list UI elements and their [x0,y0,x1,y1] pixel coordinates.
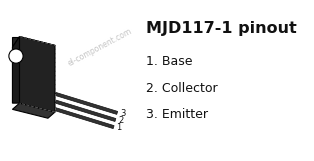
Polygon shape [44,104,114,129]
Polygon shape [19,37,55,112]
Polygon shape [13,37,19,47]
Text: 2: 2 [118,116,123,125]
Polygon shape [13,103,55,118]
Polygon shape [13,37,55,56]
Polygon shape [46,97,116,122]
Text: 3: 3 [120,109,125,118]
Polygon shape [13,37,19,103]
Text: 1: 1 [116,123,122,133]
Polygon shape [47,90,118,114]
Text: 1. Base: 1. Base [147,55,193,68]
Text: el-component.com: el-component.com [67,27,134,68]
Text: MJD117-1 pinout: MJD117-1 pinout [147,21,297,36]
Circle shape [9,49,23,63]
Text: 3. Emitter: 3. Emitter [147,108,208,121]
Text: 2. Collector: 2. Collector [147,81,218,95]
